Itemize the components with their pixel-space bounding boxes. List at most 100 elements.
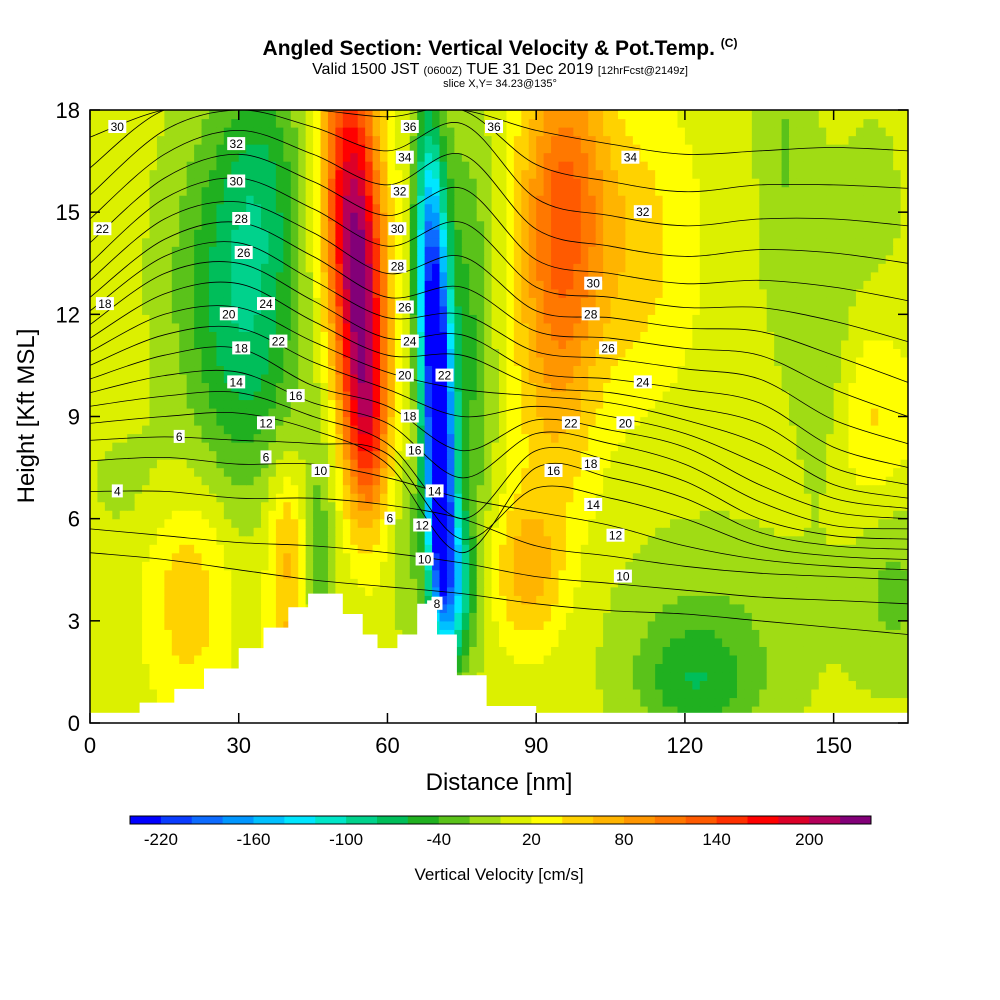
velocity-cell	[841, 705, 850, 716]
velocity-cell	[327, 518, 336, 528]
velocity-cell	[863, 390, 872, 401]
velocity-cell	[216, 527, 225, 537]
velocity-cell	[223, 535, 232, 545]
velocity-cell	[885, 595, 894, 605]
velocity-cell	[216, 586, 225, 596]
velocity-cell	[350, 493, 359, 503]
velocity-cell	[781, 586, 790, 596]
velocity-cell	[179, 365, 188, 375]
velocity-cell	[722, 450, 731, 460]
velocity-cell	[855, 535, 864, 545]
velocity-cell	[580, 586, 589, 596]
velocity-cell	[528, 425, 537, 435]
velocity-cell	[759, 552, 768, 562]
velocity-cell	[803, 518, 812, 528]
velocity-cell	[588, 365, 597, 375]
velocity-cell	[424, 561, 433, 571]
velocity-cell	[863, 620, 872, 630]
velocity-cell	[551, 365, 560, 375]
velocity-cell	[476, 535, 485, 545]
velocity-cell	[491, 373, 500, 384]
velocity-cell	[112, 493, 121, 503]
velocity-cell	[313, 459, 322, 469]
velocity-cell	[588, 535, 597, 545]
velocity-cell	[216, 518, 225, 528]
velocity-cell	[179, 561, 188, 571]
velocity-cell	[290, 535, 299, 545]
velocity-cell	[201, 535, 210, 545]
velocity-cell	[736, 459, 745, 469]
velocity-cell	[781, 484, 790, 494]
velocity-cell	[194, 476, 203, 486]
velocity-cell	[365, 612, 374, 622]
velocity-cell	[751, 348, 760, 358]
velocity-cell	[878, 433, 887, 443]
velocity-cell	[201, 629, 210, 639]
velocity-cell	[424, 416, 433, 426]
velocity-cell	[499, 578, 508, 588]
velocity-cell	[350, 544, 359, 554]
velocity-cell	[342, 552, 351, 562]
velocity-cell	[811, 433, 820, 443]
velocity-cell	[261, 544, 270, 554]
velocity-cell	[670, 442, 679, 452]
velocity-cell	[156, 476, 165, 486]
velocity-cell	[647, 339, 656, 349]
velocity-cell	[275, 620, 284, 630]
velocity-cell	[194, 501, 203, 511]
velocity-cell	[662, 382, 671, 392]
velocity-cell	[610, 382, 619, 392]
velocity-cell	[238, 612, 247, 622]
velocity-cell	[357, 348, 366, 358]
velocity-cell	[469, 348, 478, 358]
velocity-cell	[848, 382, 857, 392]
velocity-cell	[387, 569, 396, 579]
velocity-cell	[499, 535, 508, 545]
velocity-cell	[699, 459, 708, 469]
velocity-cell	[893, 433, 902, 443]
velocity-cell	[900, 535, 908, 545]
velocity-cell	[759, 595, 768, 605]
velocity-cell	[246, 578, 255, 588]
velocity-cell	[350, 510, 359, 520]
velocity-cell	[97, 467, 106, 477]
velocity-cell	[900, 569, 908, 579]
velocity-cell	[268, 484, 277, 494]
velocity-cell	[164, 356, 173, 367]
velocity-cell	[603, 407, 612, 418]
velocity-cell	[707, 348, 716, 358]
velocity-cell	[558, 493, 567, 503]
velocity-cell	[372, 518, 381, 528]
velocity-cell	[335, 561, 344, 571]
velocity-cell	[394, 544, 403, 554]
velocity-cell	[617, 467, 627, 477]
velocity-cell	[208, 595, 218, 605]
velocity-cell	[454, 467, 463, 477]
velocity-cell	[558, 348, 567, 358]
velocity-cell	[551, 416, 560, 426]
velocity-cell	[751, 416, 760, 426]
velocity-cell	[878, 637, 887, 647]
velocity-cell	[878, 373, 887, 384]
velocity-cell	[803, 603, 812, 613]
velocity-cell	[134, 620, 143, 630]
velocity-cell	[469, 450, 478, 460]
velocity-cell	[885, 603, 894, 613]
velocity-cell	[751, 510, 760, 520]
velocity-cell	[365, 433, 374, 443]
velocity-cell	[454, 484, 463, 494]
velocity-cell	[573, 671, 582, 682]
velocity-cell	[736, 688, 745, 699]
velocity-cell	[320, 399, 329, 409]
velocity-cell	[625, 450, 634, 460]
velocity-cell	[670, 527, 679, 537]
velocity-cell	[736, 484, 745, 494]
velocity-cell	[863, 382, 872, 392]
velocity-cell	[528, 339, 537, 349]
velocity-cell	[127, 476, 136, 486]
velocity-cell	[632, 688, 641, 699]
velocity-cell	[565, 680, 574, 690]
velocity-cell	[201, 365, 210, 375]
velocity-cell	[848, 425, 857, 435]
velocity-cell	[841, 612, 850, 622]
